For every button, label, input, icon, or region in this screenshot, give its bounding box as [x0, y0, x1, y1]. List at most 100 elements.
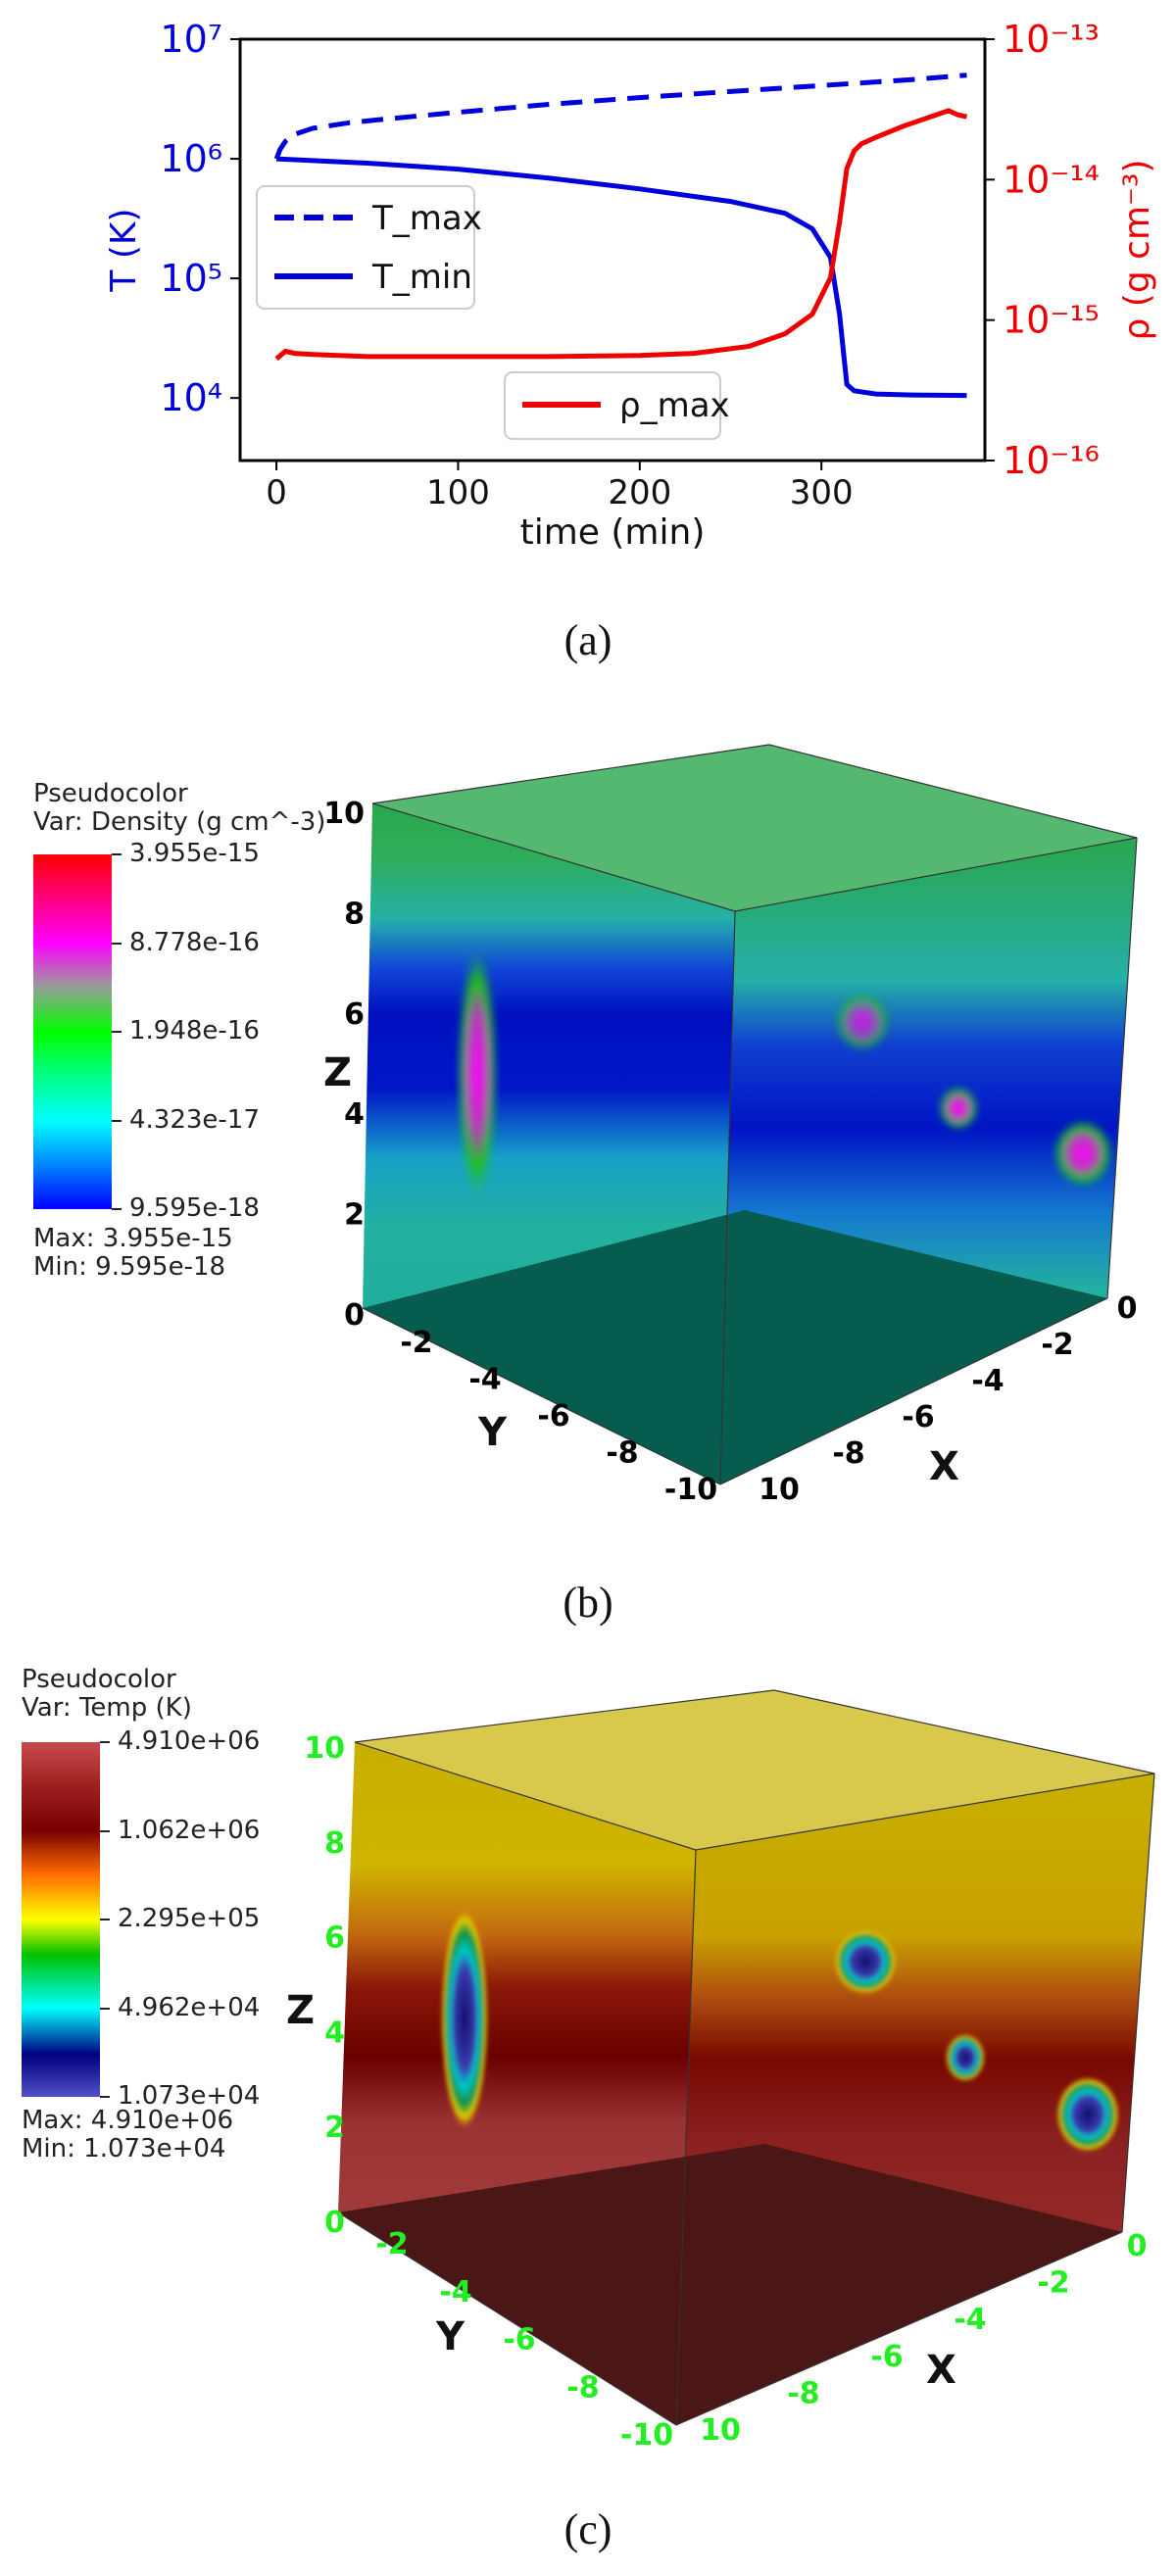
z-tick-label: 6	[324, 1921, 345, 1956]
z-axis-ticks: 0 2 4 6 8 10	[304, 1731, 345, 2240]
legend-rhomax-label: ρ_max	[619, 386, 730, 425]
y-left-tick-label: 10⁶	[160, 137, 222, 180]
colorbar-tick-mark	[112, 942, 122, 945]
colorbar-tick-mark	[112, 1208, 122, 1210]
colorbar-density	[33, 854, 112, 1209]
floor-face	[363, 1210, 1107, 1484]
z-axis-ticks: 0 2 4 6 8 10	[323, 797, 365, 1333]
y-tick-label: -10	[620, 2418, 673, 2450]
density-blob-column	[458, 950, 497, 1195]
colorbar-tick-label: 1.948e-16	[129, 1016, 260, 1045]
x-tick-label: -6	[870, 2340, 903, 2374]
series-line-0	[273, 73, 967, 160]
z-tick-label: 10	[323, 797, 365, 831]
colorbar-tick-label: 9.595e-18	[129, 1193, 260, 1223]
z-axis-label: Z	[323, 1050, 352, 1095]
x-tick-label: -8	[787, 2376, 819, 2410]
density-blob-2	[939, 1087, 978, 1130]
z-tick-label: 2	[324, 2111, 345, 2145]
y-tick-label: -2	[400, 1326, 432, 1360]
plot-frame	[238, 37, 987, 462]
colorbar-tick-label: 8.778e-16	[129, 927, 260, 957]
colorbar-tick-mark	[100, 2096, 110, 2098]
colorbar-temperature	[22, 1742, 100, 2097]
z-axis-label: Z	[286, 1988, 315, 2033]
y-axis-ticks: -2 -4 -6 -8 -10	[375, 2227, 673, 2450]
y-tick-label: -10	[664, 1473, 717, 1507]
legend-title: Pseudocolor	[22, 1665, 176, 1694]
y-axis-label: Y	[477, 1410, 508, 1455]
colorbar-tick-mark	[100, 1741, 110, 1743]
legend-variable: Var: Density (g cm^-3)	[33, 807, 326, 837]
x-tick-label: -2	[1041, 1328, 1073, 1362]
colorbar-tick-label: 4.323e-17	[129, 1104, 260, 1135]
z-tick-label: 2	[344, 1198, 365, 1233]
x-tick-label: 100	[426, 473, 490, 512]
legend-min: Min: 1.073e+04	[22, 2134, 226, 2163]
colorbar-tick-label: 3.955e-15	[129, 839, 260, 868]
x-tick-label: -8	[832, 1436, 864, 1471]
x-tick-label: -6	[902, 1400, 934, 1434]
x-tick-label: 0	[266, 473, 287, 512]
colorbar-tick-label: 4.962e+04	[118, 1992, 261, 2022]
colorbar-legend-temperature: Pseudocolor Var: Temp (K)	[22, 1666, 192, 1723]
y-tick-label: -8	[566, 2370, 599, 2405]
y-left-axis-ticks: 10⁴ 10⁵ 10⁶ 10⁷	[160, 18, 240, 419]
y-axis-ticks: -2 -4 -6 -8 -10	[400, 1326, 717, 1507]
colorbar-legend-density: Pseudocolor Var: Density (g cm^-3)	[33, 780, 325, 837]
temp-blob-2	[946, 2034, 985, 2081]
legend-max: Max: 4.910e+06	[22, 2106, 234, 2135]
legend-tmin-label: T_min	[371, 258, 472, 297]
colorbar-tick-label: 1.062e+06	[118, 1815, 261, 1845]
legend-title: Pseudocolor	[33, 779, 188, 808]
y-tick-label: -8	[606, 1436, 638, 1471]
colorbar-tick-label: 1.073e+04	[118, 2081, 261, 2111]
cube-edges	[362, 744, 1138, 1485]
x-tick-label: -4	[954, 2303, 986, 2337]
y-tick-label: -4	[468, 1363, 501, 1397]
plot-area	[273, 73, 968, 399]
z-tick-label: 8	[344, 897, 365, 931]
legend-variable: Var: Temp (K)	[22, 1693, 192, 1723]
y-left-tick-label: 10⁵	[160, 257, 222, 300]
series-line-1	[275, 156, 967, 399]
colorbar-tick-mark	[100, 1829, 110, 1832]
z-tick-label: 4	[324, 2016, 345, 2050]
colorbar-tick-mark	[100, 2007, 110, 2010]
legend-density	[504, 371, 721, 440]
y-right-tick-label: 10⁻¹³	[1003, 18, 1100, 61]
cube-edges	[337, 1689, 1155, 2426]
z-tick-label: 0	[324, 2206, 345, 2240]
y-left-tick-label: 10⁷	[160, 18, 222, 61]
temp-blob-1	[834, 1929, 897, 1994]
volume-render-density: 0 2 4 6 8 10 -2 -4 -6 -8 -10 10 -8 -6 -4 -2 0 Z Y X	[323, 744, 1138, 1507]
legend-tmax-label: T_max	[371, 199, 482, 238]
floor-face	[338, 2144, 1122, 2425]
y-axis-label: Y	[435, 2314, 466, 2359]
z-tick-label: 10	[304, 1731, 345, 1766]
volume-render-temperature: 0 2 4 6 8 10 -2 -4 -6 -8 -10 10 -8 -6 -4 -2 0 Z Y X	[286, 1689, 1155, 2450]
x-tick-label: -2	[1037, 2266, 1069, 2301]
colorbar-tick-label: 4.910e+06	[118, 1726, 261, 1756]
x-tick-label: 0	[1117, 1291, 1138, 1326]
y-right-tick-label: 10⁻¹⁴	[1003, 158, 1100, 201]
x-axis-label: time (min)	[520, 512, 706, 553]
y-tick-label: -6	[537, 1399, 569, 1434]
x-tick-label: -4	[971, 1364, 1004, 1398]
x-axis-label: X	[929, 1444, 959, 1489]
x-tick-label: 200	[608, 473, 671, 512]
x-axis-ticks: 0 100 200 300	[266, 461, 854, 512]
colorbar-tick-mark	[112, 853, 122, 855]
y-tick-label: -4	[439, 2275, 471, 2309]
y-right-tick-label: 10⁻¹⁵	[1003, 299, 1100, 342]
legend-max: Max: 3.955e-15	[33, 1224, 233, 1253]
temp-blob-column	[441, 1909, 488, 2128]
colorbar-tick-label: 2.295e+05	[118, 1904, 261, 1933]
z-tick-label: 4	[344, 1097, 365, 1132]
y-right-tick-label: 10⁻¹⁶	[1003, 439, 1100, 482]
legend-max-min: Max: 3.955e-15 Min: 9.595e-18	[33, 1225, 233, 1282]
caption-a: (a)	[564, 616, 612, 664]
z-tick-label: 0	[344, 1298, 365, 1333]
top-edge-face	[372, 745, 1137, 911]
